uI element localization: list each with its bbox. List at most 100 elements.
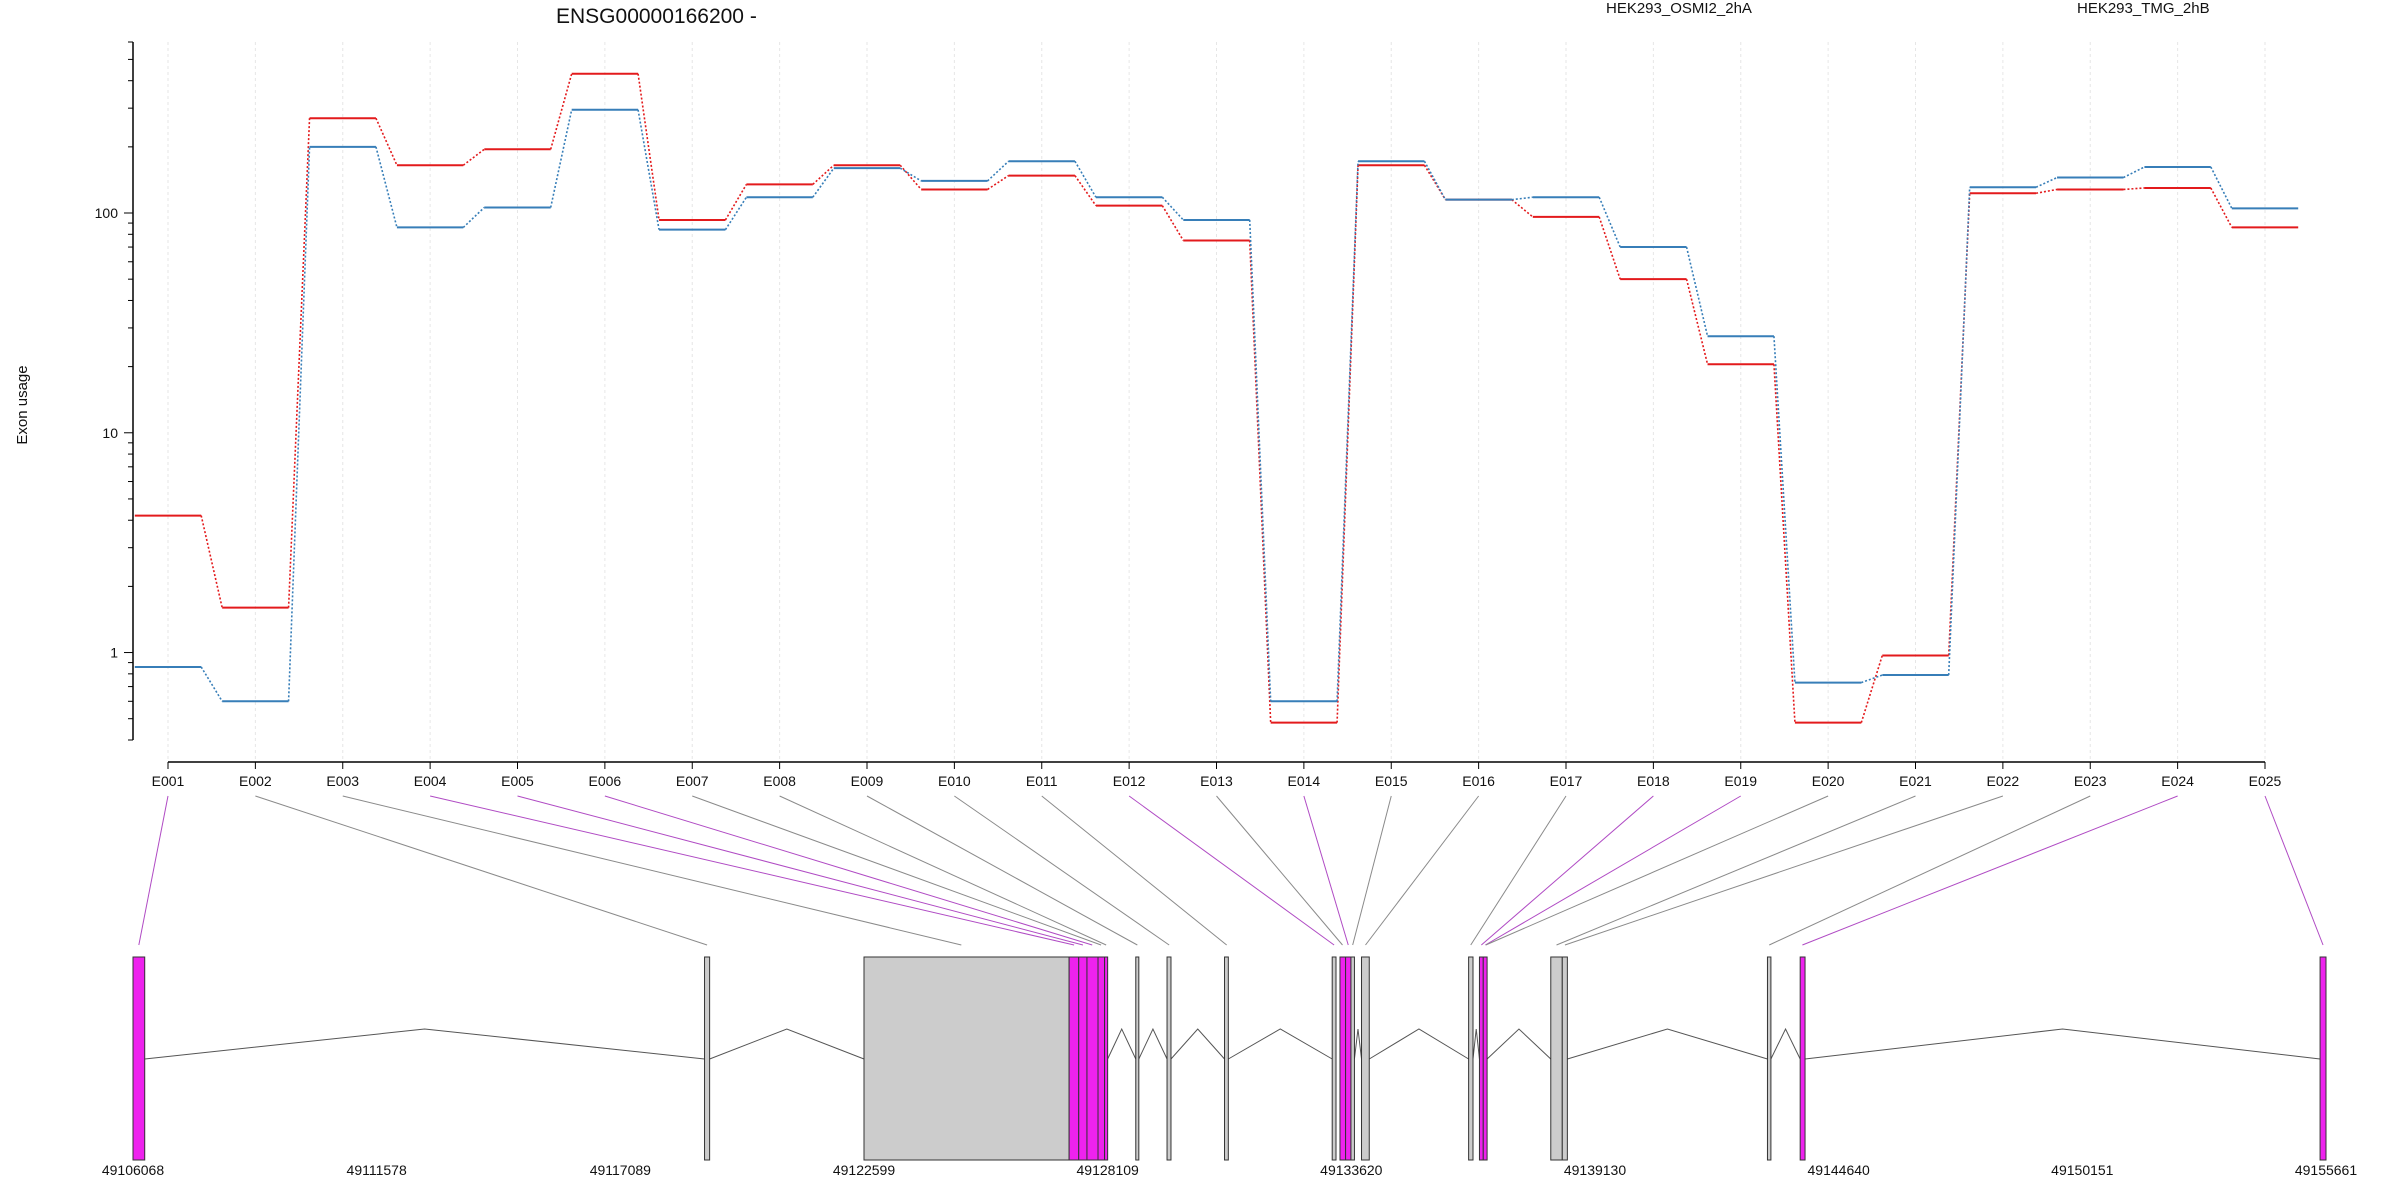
- intron: [1170, 1028, 1225, 1060]
- chart-title: ENSG00000166200 -: [556, 5, 757, 28]
- exon-block: [863, 956, 1070, 1161]
- transition-line: [2210, 187, 2233, 228]
- coordinate-label: 49139130: [1564, 1162, 1627, 1178]
- transition-line: [1685, 278, 1709, 365]
- transition-line: [812, 164, 835, 185]
- transition-line: [637, 109, 660, 230]
- connector-e017: [1470, 795, 1567, 946]
- transition-line: [2035, 188, 2058, 195]
- vertical-gridlines: [167, 42, 2266, 762]
- coordinate-label: 49133620: [1320, 1162, 1383, 1178]
- transition-line: [1336, 165, 1359, 723]
- x-tick-label-e010: E010: [938, 773, 971, 789]
- exon-block: [1561, 956, 1568, 1161]
- coordinate-label: 49106068: [102, 1162, 165, 1178]
- transition-line: [375, 117, 398, 166]
- series-tmg: [134, 108, 2299, 703]
- coordinate-label: 49122599: [833, 1162, 896, 1178]
- x-tick-label-e023: E023: [2074, 773, 2107, 789]
- transition-line: [1161, 205, 1184, 241]
- transition-line: [1248, 240, 1272, 723]
- intron: [1107, 1027, 1137, 1060]
- transition-line: [1773, 336, 1796, 683]
- transition-line: [1861, 674, 1883, 684]
- transition-line: [899, 164, 922, 190]
- exon-block-highlighted: [1097, 956, 1106, 1161]
- y-tick-label: 1: [110, 645, 118, 661]
- transition-line: [1773, 364, 1796, 723]
- transition-line: [987, 174, 1009, 191]
- exon-block: [1766, 956, 1772, 1161]
- connector-e021: [1556, 795, 1916, 946]
- intron: [1770, 1027, 1801, 1060]
- coordinate-label: 49117089: [590, 1162, 651, 1178]
- transition-line: [1511, 196, 1533, 201]
- connector-e020: [1485, 795, 1829, 946]
- legend-series-osmi2: HEK293_OSMI2_2hA: [1606, 0, 1752, 17]
- connector-e012: [1128, 795, 1335, 946]
- exon-block-highlighted: [132, 956, 146, 1161]
- transition-line: [549, 73, 573, 150]
- intron: [1368, 1028, 1469, 1060]
- y-tick-label: 100: [95, 205, 119, 221]
- transition-line: [1161, 196, 1184, 221]
- x-tick-label-e020: E020: [1812, 773, 1845, 789]
- transition-line: [899, 167, 922, 182]
- transition-line: [1685, 246, 1709, 337]
- intron: [1138, 1027, 1168, 1060]
- exon-connectors: [138, 795, 2324, 946]
- connector-e006: [604, 795, 1093, 946]
- exon-block: [1166, 956, 1172, 1161]
- y-axis: 1 10 100: [95, 41, 134, 741]
- transition-line: [724, 196, 748, 231]
- intron: [1567, 1028, 1768, 1060]
- intron: [709, 1028, 865, 1060]
- connector-e025: [2264, 795, 2324, 946]
- transition-line: [287, 118, 311, 608]
- x-tick-label-e006: E006: [589, 773, 622, 789]
- transition-line: [287, 146, 311, 702]
- exon-block-highlighted: [1482, 956, 1488, 1161]
- genomic-coordinate-axis: 49106068 49111578 49117089 49122599 49128109…: [102, 1162, 2358, 1178]
- legend-series-tmg: HEK293_TMG_2hB: [2077, 0, 2210, 17]
- coordinate-label: 49150151: [2051, 1162, 2114, 1178]
- coordinate-label: 49144640: [1808, 1162, 1871, 1178]
- connector-e024: [1802, 795, 2178, 946]
- exon-block: [1550, 956, 1563, 1161]
- series-lines: [134, 72, 2299, 724]
- x-tick-label-e021: E021: [1899, 773, 1932, 789]
- exon-block-highlighted: [1078, 956, 1088, 1161]
- y-tick-label: 10: [102, 425, 118, 441]
- transition-line: [812, 167, 835, 198]
- connector-e007: [692, 795, 1102, 946]
- coordinate-label: 49111578: [347, 1162, 407, 1178]
- x-tick-label-e012: E012: [1113, 773, 1146, 789]
- transition-line: [2123, 187, 2145, 191]
- transition-line: [462, 148, 485, 166]
- connector-e019: [1485, 795, 1742, 946]
- connector-e018: [1481, 795, 1654, 946]
- exon-block-highlighted: [1345, 956, 1352, 1161]
- connector-e015: [1352, 795, 1392, 946]
- x-tick-label-e013: E013: [1200, 773, 1233, 789]
- exon-block-highlighted: [2319, 956, 2327, 1161]
- x-tick-label-e008: E008: [763, 773, 796, 789]
- intron: [1486, 1028, 1552, 1060]
- x-tick-label-e011: E011: [1026, 773, 1058, 789]
- connector-e016: [1365, 795, 1480, 946]
- connector-e008: [779, 795, 1107, 946]
- transition-line: [1598, 216, 1621, 280]
- transition-line: [637, 73, 660, 221]
- transition-line: [2123, 166, 2145, 179]
- x-tick-label-e003: E003: [326, 773, 359, 789]
- exon-block-highlighted: [1104, 956, 1109, 1161]
- transition-line: [1248, 219, 1272, 702]
- transition-line: [2210, 166, 2233, 209]
- transition-line: [462, 206, 485, 228]
- connector-e023: [1769, 795, 2091, 946]
- x-tick-label-e015: E015: [1375, 773, 1408, 789]
- x-tick-label-e002: E002: [239, 773, 272, 789]
- connector-e010: [954, 795, 1170, 946]
- transition-line: [375, 146, 398, 228]
